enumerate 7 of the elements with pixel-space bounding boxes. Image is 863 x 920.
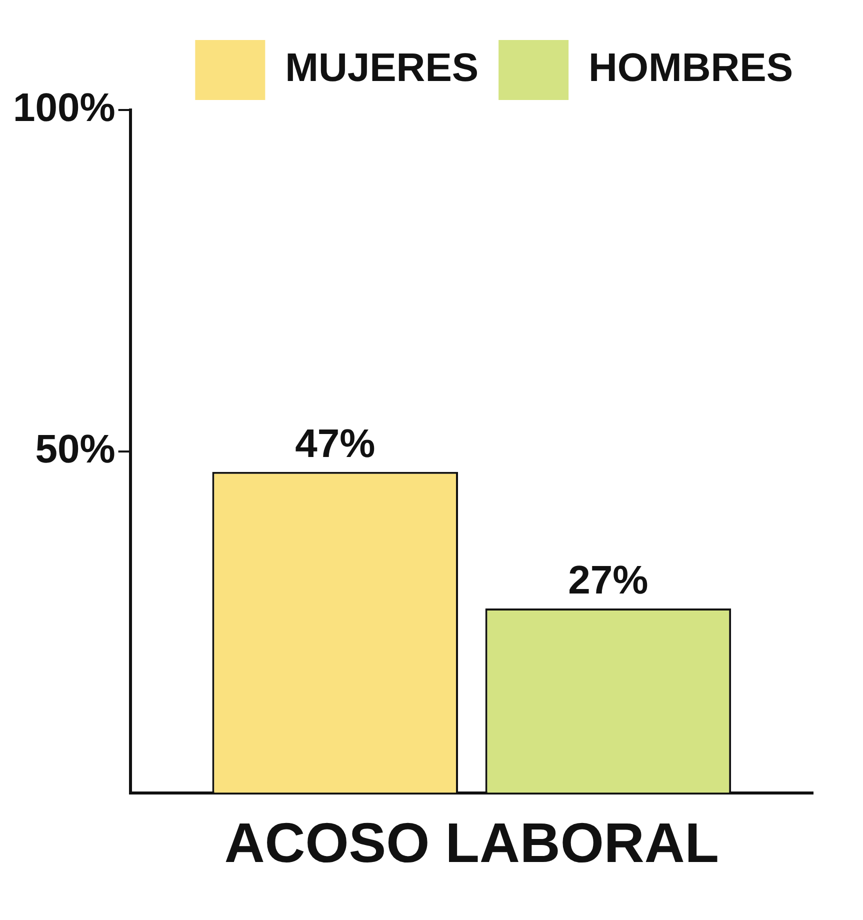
x-tick-label: ACOSO LABORAL — [224, 810, 719, 874]
data-label: 27% — [568, 558, 648, 602]
y-tick-label: 100% — [12, 86, 116, 130]
legend-label: MUJERES — [285, 46, 479, 90]
data-label: 47% — [295, 422, 376, 466]
y-tick-label: 50% — [35, 427, 116, 472]
legend-label: HOMBRES — [588, 46, 793, 90]
